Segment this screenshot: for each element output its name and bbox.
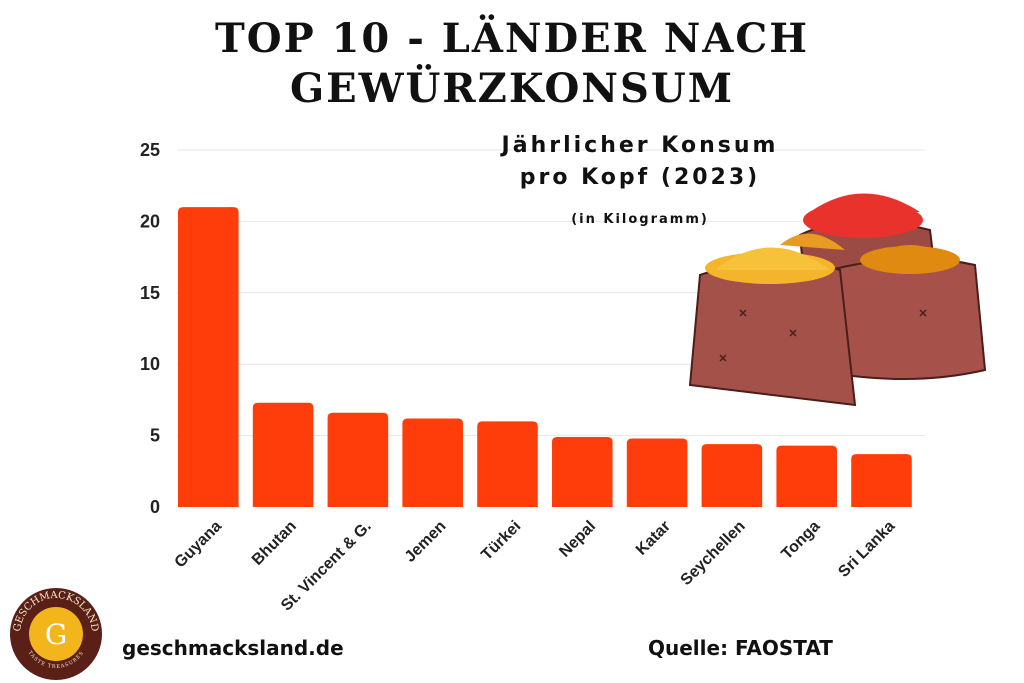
x-category-label: Seychellen xyxy=(678,518,749,589)
x-category-label: Sri Lanka xyxy=(835,518,898,581)
bar-sri-lanka xyxy=(851,454,912,507)
bar-tonga xyxy=(776,445,837,507)
chart-subtitle: Jährlicher Konsum pro Kopf (2023) xyxy=(440,130,840,194)
y-axis-ticks: 0 5 10 15 20 25 xyxy=(140,140,160,517)
y-tick-label: 25 xyxy=(140,140,160,160)
chart-title-line2: GEWÜRZKONSUM xyxy=(289,65,735,112)
brand-logo: GESCHMACKSLAND TASTE TREASURES G xyxy=(10,588,102,680)
chart-title-line1: TOP 10 - LÄNDER NACH xyxy=(214,15,810,62)
logo-center xyxy=(29,607,83,661)
bar-bhutan xyxy=(252,402,314,507)
bar-guyana xyxy=(178,207,239,507)
logo-letter: G xyxy=(45,618,67,651)
bar-seychellen xyxy=(701,444,763,507)
unit-label: (in Kilogramm) xyxy=(571,212,709,227)
x-category-label: Bhutan xyxy=(249,518,300,569)
chart-subtitle-line1: Jährlicher Konsum xyxy=(501,133,779,158)
x-category-label: Jemen xyxy=(402,518,450,566)
website-link[interactable]: geschmacksland.de xyxy=(122,636,344,660)
x-category-label: Tonga xyxy=(778,518,823,563)
chart-title: TOP 10 - LÄNDER NACH GEWÜRZKONSUM xyxy=(0,14,1024,114)
y-tick-label: 15 xyxy=(140,283,160,303)
y-tick-label: 20 xyxy=(140,211,160,231)
bar-st-vincent-g- xyxy=(327,412,389,507)
x-category-label: Türkei xyxy=(478,518,524,564)
bar-nepal xyxy=(552,437,613,507)
y-tick-label: 10 xyxy=(140,354,160,374)
spice-sacks-illustration xyxy=(688,193,987,407)
bar-türkei xyxy=(477,421,538,507)
x-category-label: Guyana xyxy=(172,518,226,572)
y-tick-label: 5 xyxy=(150,426,160,446)
x-category-label: Katar xyxy=(633,518,674,559)
y-tick-label: 0 xyxy=(150,497,160,517)
bars xyxy=(178,207,912,507)
bar-jemen xyxy=(402,418,463,507)
x-category-label: Nepal xyxy=(556,518,599,561)
source-label: Quelle: FAOSTAT xyxy=(648,636,833,660)
chart-subtitle-line2: pro Kopf (2023) xyxy=(519,165,761,190)
bar-katar xyxy=(626,438,688,507)
